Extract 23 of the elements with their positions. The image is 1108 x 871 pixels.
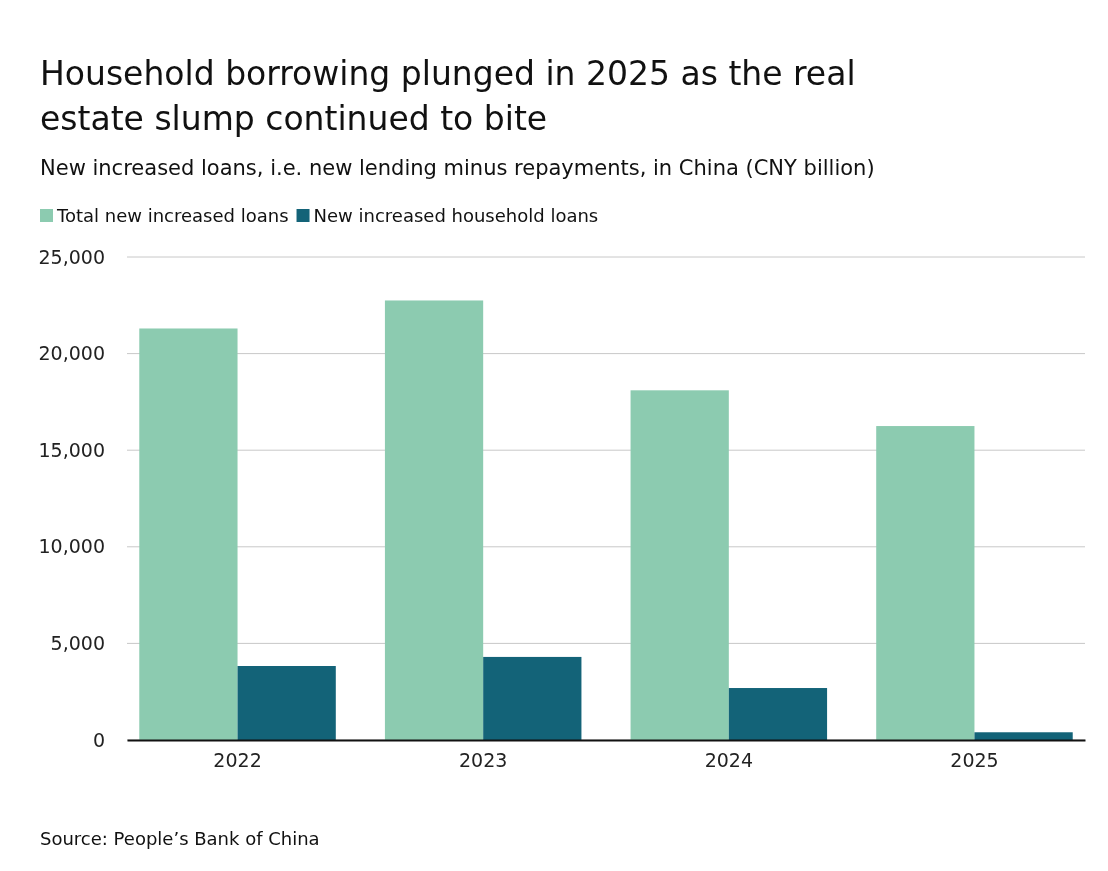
chart-title: Household borrowing plunged in 2025 as the real estate slump continued to bite — [40, 54, 856, 138]
bar — [630, 390, 729, 740]
bar — [384, 300, 484, 740]
bar — [139, 328, 238, 740]
bar — [974, 732, 1073, 740]
chart-subtitle: New increased loans, i.e. new lending minus repayments, in China (CNY billion) — [40, 156, 875, 180]
bar — [876, 426, 975, 740]
x-tick-label: 2025 — [950, 749, 999, 772]
bar — [728, 688, 828, 740]
source-note: Source: People’s Bank of China — [40, 828, 320, 849]
y-tick-label: 20,000 — [38, 342, 105, 365]
bar — [237, 666, 336, 740]
x-tick-label: 2024 — [704, 749, 753, 772]
bar — [483, 656, 582, 740]
y-tick-label: 10,000 — [38, 535, 105, 558]
x-tick-label: 2022 — [213, 749, 262, 772]
y-tick-label: 0 — [92, 728, 105, 751]
legend-label: New increased household loans — [313, 205, 599, 226]
x-tick-label: 2023 — [459, 749, 508, 772]
y-tick-label: 25,000 — [38, 245, 105, 268]
y-tick-label: 15,000 — [38, 438, 105, 461]
y-tick-label: 5,000 — [50, 631, 105, 654]
legend-label: Total new increased loans — [56, 205, 289, 226]
